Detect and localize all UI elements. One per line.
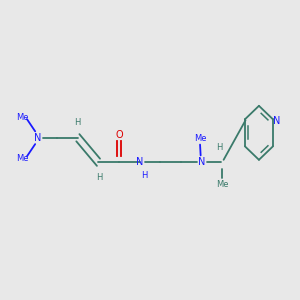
- Text: H: H: [142, 170, 148, 179]
- Text: N: N: [273, 116, 280, 126]
- Text: Me: Me: [16, 154, 29, 163]
- Text: N: N: [34, 133, 42, 143]
- Text: N: N: [136, 157, 143, 167]
- Text: H: H: [217, 142, 223, 152]
- Text: H: H: [96, 173, 103, 182]
- Text: N: N: [198, 157, 205, 167]
- Text: H: H: [74, 118, 80, 127]
- Text: Me: Me: [16, 112, 29, 122]
- Text: Me: Me: [194, 134, 206, 143]
- Text: Me: Me: [216, 180, 228, 189]
- Text: O: O: [115, 130, 123, 140]
